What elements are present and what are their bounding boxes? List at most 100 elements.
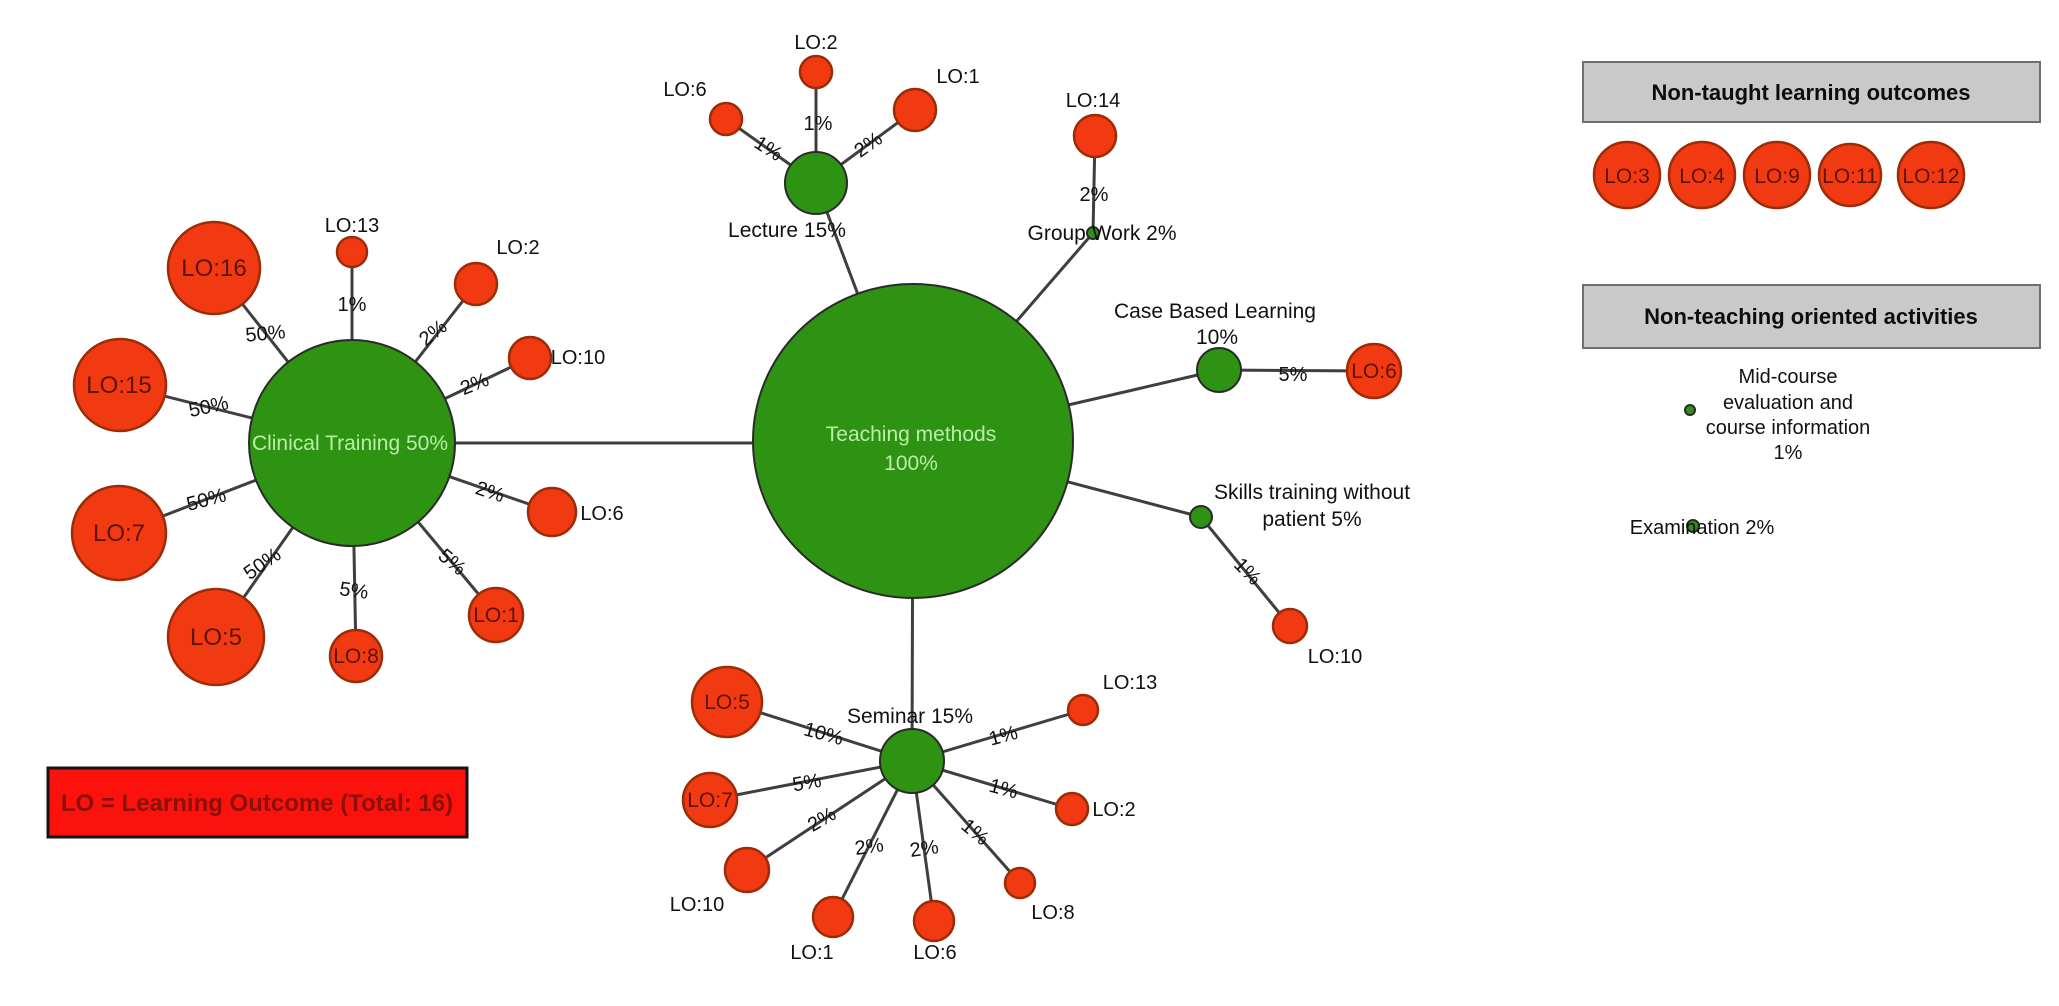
node-seminar-lo6 (912, 899, 956, 943)
node-seminar-lo2 (1054, 791, 1090, 827)
clinical-lo1-pct: 5% (434, 545, 470, 581)
clinical-lo8-pct: 5% (338, 578, 370, 604)
clinical-lo10-label: LO:10 (551, 347, 605, 369)
group-work-label: Group Work 2% (1028, 222, 1177, 245)
node-seminar-lo13 (1066, 693, 1100, 727)
skills-lo10-label: LO:10 (1308, 646, 1362, 668)
clinical-lo13-pct: 1% (338, 294, 367, 316)
node-seminar-lo10 (723, 846, 771, 894)
clinical-lo7-label: LO:7 (93, 520, 145, 547)
groupwork-lo14-label: LO:14 (1066, 90, 1120, 112)
node-clinical-lo2 (453, 261, 499, 307)
seminar-lo13-pct: 1% (987, 722, 1021, 751)
seminar-lo6-label: LO:6 (913, 942, 956, 964)
node-examination-dot (1686, 519, 1700, 533)
examination-label: Examination 2% (1630, 517, 1775, 539)
node-clinical-lo8 (328, 628, 384, 684)
outcome-nodes (70, 54, 1966, 943)
node-nontaught-lo4 (1667, 140, 1737, 210)
node-clinical-lo16 (166, 220, 262, 316)
node-seminar-lo8 (1003, 866, 1037, 900)
teaching-methods-label: Teaching methods (826, 423, 996, 446)
edge-skills-lo10 (1199, 516, 1292, 627)
nontaught-lo4-label: LO:4 (1679, 165, 1725, 188)
labels: Teaching methods 100% Clinical Training … (61, 32, 1978, 964)
lecture-lo1-pct: 2% (850, 128, 886, 163)
node-clinical-lo5 (166, 587, 266, 687)
skills-label-line1: Skills training without (1214, 481, 1410, 504)
seminar-lo7-label: LO:7 (687, 789, 733, 812)
cbl-pct: 10% (1196, 326, 1238, 349)
node-clinical-lo1 (467, 586, 525, 644)
nontaught-lo3-label: LO:3 (1604, 165, 1650, 188)
non-taught-header-box (1582, 61, 2041, 123)
nontaught-lo9-label: LO:9 (1754, 165, 1800, 188)
seminar-lo5-pct: 10% (801, 718, 846, 750)
non-taught-title: Non-taught learning outcomes (1652, 80, 1971, 105)
non-teaching-title: Non-teaching oriented activities (1644, 304, 1978, 329)
node-lecture (784, 151, 848, 215)
midcourse-line2: evaluation and (1723, 392, 1853, 414)
method-nodes (248, 151, 1700, 794)
node-case-based-learning (1196, 347, 1242, 393)
seminar-lo6-pct: 2% (908, 836, 940, 862)
cbl-title: Case Based Learning (1114, 300, 1316, 323)
clinical-lo5-label: LO:5 (190, 624, 242, 651)
skills-label-line2: patient 5% (1262, 508, 1361, 531)
teaching-methods-pct: 100% (884, 452, 938, 475)
midcourse-line1: Mid-course (1739, 366, 1838, 388)
legend-text: LO = Learning Outcome (Total: 16) (61, 790, 453, 817)
node-lecture-lo1 (892, 87, 938, 133)
lecture-label: Lecture 15% (728, 219, 846, 242)
lecture-lo2-pct: 1% (804, 113, 833, 135)
seminar-label: Seminar 15% (847, 705, 973, 728)
lecture-lo6-label: LO:6 (663, 79, 706, 101)
seminar-lo2-pct: 1% (987, 775, 1021, 804)
node-clinical-lo7 (70, 484, 168, 582)
seminar-lo5-label: LO:5 (704, 691, 750, 714)
node-groupwork-lo14 (1072, 113, 1118, 159)
node-skills-training (1189, 505, 1213, 529)
nontaught-lo11-label: LO:11 (1822, 165, 1878, 188)
node-group-work (1086, 226, 1100, 240)
node-midcourse-dot (1684, 404, 1696, 416)
seminar-lo2-label: LO:2 (1092, 799, 1135, 821)
node-clinical-lo6 (526, 486, 578, 538)
cbl-lo6-pct: 5% (1279, 364, 1308, 386)
clinical-lo10-pct: 2% (457, 369, 492, 400)
node-nontaught-lo9 (1742, 140, 1812, 210)
clinical-lo16-pct: 50% (245, 321, 287, 346)
clinical-lo16-label: LO:16 (181, 255, 246, 282)
midcourse-line3: course information (1706, 417, 1871, 439)
node-cbl-lo6 (1345, 342, 1403, 400)
groupwork-lo14-pct: 2% (1080, 184, 1109, 206)
node-lecture-lo6 (708, 101, 744, 137)
seminar-lo8-label: LO:8 (1031, 902, 1074, 924)
seminar-lo10-pct: 2% (804, 803, 840, 837)
seminar-lo1-label: LO:1 (790, 942, 833, 964)
clinical-lo15-pct: 50% (187, 392, 231, 422)
cbl-lo6-label: LO:6 (1351, 360, 1397, 383)
node-clinical-lo13 (335, 235, 369, 269)
seminar-lo7-pct: 5% (791, 770, 824, 797)
node-nontaught-lo12 (1896, 140, 1966, 210)
seminar-lo1-pct: 2% (853, 834, 885, 860)
node-seminar-lo5 (690, 665, 764, 739)
legend-box (46, 766, 469, 839)
node-nontaught-lo11 (1817, 142, 1883, 208)
clinical-training-label: Clinical Training 50% (252, 432, 448, 455)
clinical-lo8-label: LO:8 (333, 645, 379, 668)
clinical-lo6-pct: 2% (473, 477, 507, 507)
clinical-lo13-label: LO:13 (325, 215, 379, 237)
node-nontaught-lo3 (1592, 140, 1662, 210)
node-seminar-lo1 (811, 895, 855, 939)
lecture-lo1-label: LO:1 (936, 66, 979, 88)
seminar-lo10-label: LO:10 (670, 894, 724, 916)
non-teaching-header-box (1582, 284, 2041, 349)
lecture-lo6-pct: 1% (750, 132, 786, 166)
node-lecture-lo2 (798, 54, 834, 90)
seminar-lo13-label: LO:13 (1103, 672, 1157, 694)
node-seminar (879, 728, 945, 794)
